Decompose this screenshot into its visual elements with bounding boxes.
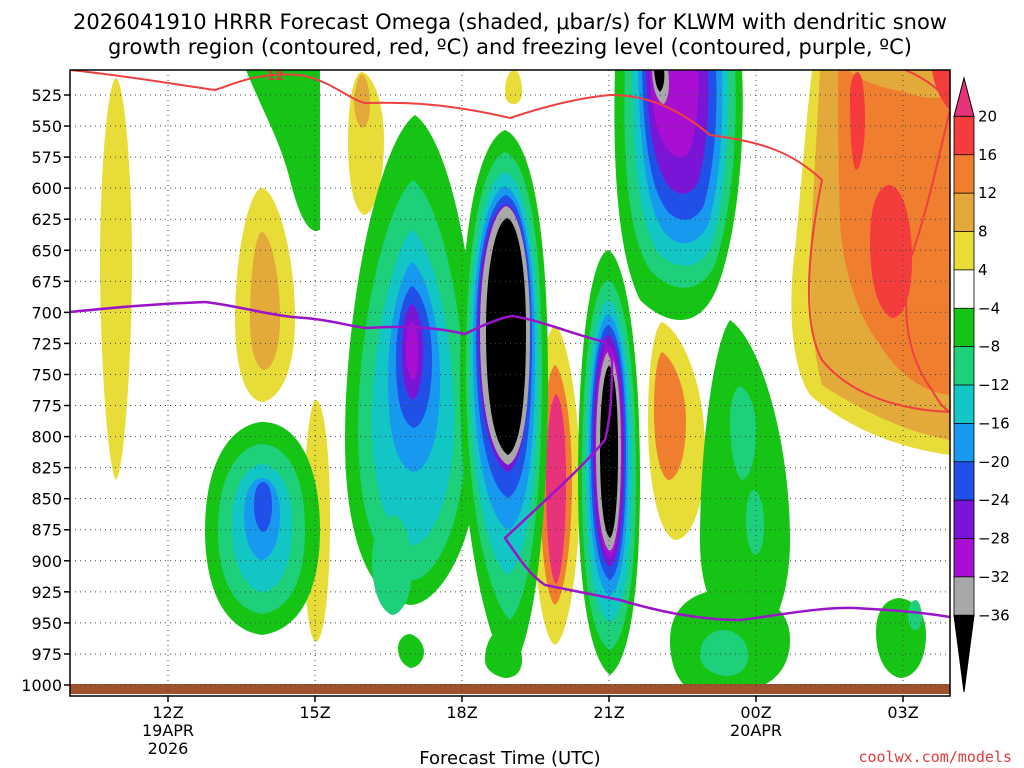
omega-positive-column-1 (100, 78, 132, 480)
chart-title-line1: 2026041910 HRRR Forecast Omega (shaded, … (73, 10, 947, 34)
colorbar-band-11 (953, 499, 975, 540)
colorbar-label-12: −32 (978, 568, 1010, 586)
chart-title-line2: growth region (contoured, red, ºC) and f… (108, 35, 912, 59)
y-tick-label-975: 975 (31, 645, 62, 664)
colorbar-label-5: −4 (978, 299, 1000, 317)
colorbar-label-4: 4 (978, 261, 988, 279)
omega-positive-column-5 (505, 70, 522, 104)
colorbar-band-2 (953, 154, 975, 195)
dendritic-growth-contours: -12 (70, 69, 950, 413)
colorbar-band-12 (953, 538, 975, 579)
omega-negative-cell-14z (205, 421, 320, 635)
colorbar-label-9: −20 (978, 453, 1010, 471)
x-tick-label-18Z: 18Z (446, 703, 477, 722)
credit-text: coolwx.com/models (858, 748, 1012, 766)
x-tick-date-12Z: 19APR (142, 721, 194, 740)
colorbar-cap-bottom (953, 614, 975, 693)
y-tick-label-775: 775 (31, 397, 62, 416)
y-tick-label-825: 825 (31, 459, 62, 478)
y-tick-label-850: 850 (31, 490, 62, 509)
freezing-level-contour (70, 300, 950, 622)
x-axis-label: Forecast Time (UTC) (419, 748, 600, 768)
x-tick-label-15Z: 15Z (299, 703, 330, 722)
dgz-contour-label: -12 (262, 69, 284, 83)
colorbar-band-6 (953, 307, 975, 349)
omega-positive-column-3 (348, 72, 384, 215)
colorbar-label-13: −36 (978, 606, 1010, 624)
omega-negative-cell-17z (345, 115, 480, 615)
colorbar-band-10 (953, 461, 975, 502)
colorbar-band-3 (953, 192, 975, 233)
colorbar-label-2: 12 (978, 184, 997, 202)
colorbar-band-13 (953, 576, 975, 617)
y-tick-label-725: 725 (31, 334, 62, 353)
y-tick-label-700: 700 (31, 303, 62, 322)
colorbar-label-8: −16 (978, 414, 1010, 432)
colorbar-band-4 (953, 231, 975, 272)
colorbar-band-9 (953, 422, 975, 464)
colorbar-band-7 (953, 346, 975, 387)
omega-positive-column-2 (235, 188, 295, 402)
x-tick-label-00Z: 00Z (740, 703, 771, 722)
y-tick-label-750: 750 (31, 365, 62, 384)
omega-negative-cell-19z (460, 130, 548, 678)
y-tick-label-575: 575 (31, 148, 62, 167)
colorbar-label-7: −12 (978, 376, 1010, 394)
omega-negative-cell-23z (670, 320, 926, 690)
colorbar-label-3: 8 (978, 223, 988, 241)
y-tick-label-675: 675 (31, 272, 62, 291)
x-tick-year-12Z: 2026 (148, 739, 189, 758)
y-tick-label-650: 650 (31, 241, 62, 260)
plot-frame (69, 69, 951, 697)
colorbar-cap-top (953, 76, 975, 117)
dgz-contour-east (904, 70, 950, 413)
dgz-contour-top (70, 70, 950, 413)
omega-negative-cell-small (398, 634, 424, 668)
y-tick-label-925: 925 (31, 583, 62, 602)
y-tick-label-1000: 1000 (21, 676, 62, 695)
x-tick-label-03Z: 03Z (887, 703, 918, 722)
freezing-level-line (70, 300, 950, 622)
colorbar: 20 16 12 8 4 −4 −8 −12 −16 −20 −24 −28 −32 −36 (953, 76, 1010, 693)
colorbar-label-10: −24 (978, 491, 1010, 509)
x-tick-label-21Z: 21Z (593, 703, 624, 722)
x-tick-date-00Z: 20APR (730, 721, 782, 740)
colorbar-band-5 (953, 269, 975, 310)
y-tick-label-950: 950 (31, 614, 62, 633)
colorbar-label-6: −8 (978, 338, 1000, 356)
y-tick-label-800: 800 (31, 428, 62, 447)
y-tick-label-600: 600 (31, 179, 62, 198)
colorbar-band-1 (953, 115, 975, 157)
colorbar-label-0: 20 (978, 107, 997, 125)
gridlines (70, 70, 950, 696)
omega-negative-cell-north (246, 70, 320, 231)
omega-positive-region-east (791, 70, 950, 455)
x-tick-label-12Z: 12Z (152, 703, 183, 722)
terrain-ground (70, 684, 950, 694)
colorbar-label-11: −28 (978, 530, 1010, 548)
colorbar-label-1: 16 (978, 146, 997, 164)
omega-negative-cell-22z-north (614, 70, 743, 320)
y-axis: 525 550 575 600 625 650 675 700 725 750 775 800 825 8… (21, 86, 70, 695)
y-tick-label-550: 550 (31, 117, 62, 136)
y-tick-label-900: 900 (31, 552, 62, 571)
omega-shading (100, 70, 950, 690)
y-tick-label-625: 625 (31, 210, 62, 229)
colorbar-band-8 (953, 384, 975, 425)
omega-positive-core-22z (648, 322, 705, 540)
y-tick-label-525: 525 (31, 86, 62, 105)
y-tick-label-875: 875 (31, 521, 62, 540)
